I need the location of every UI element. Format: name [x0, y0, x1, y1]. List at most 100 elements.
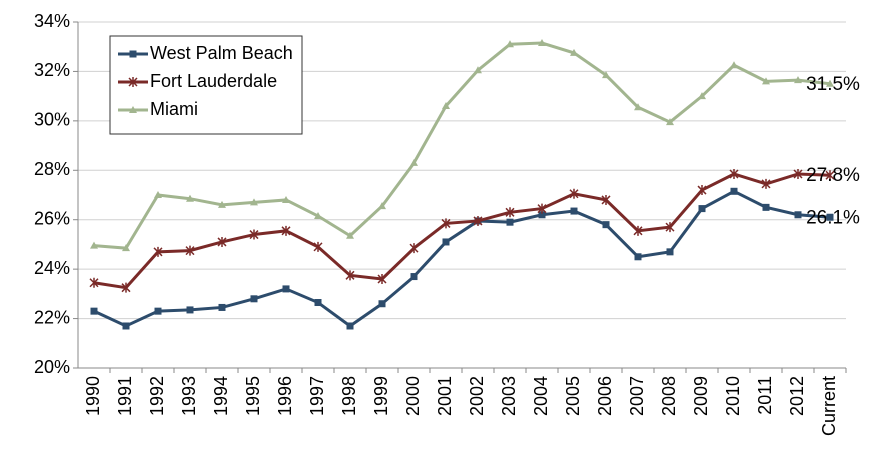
data-point — [538, 211, 546, 219]
data-point — [153, 246, 163, 257]
data-point — [730, 61, 738, 69]
data-point — [281, 225, 291, 236]
data-point — [154, 307, 162, 315]
data-point — [185, 245, 195, 256]
data-point — [314, 299, 322, 307]
data-point — [730, 187, 738, 195]
data-point — [666, 248, 674, 256]
data-point — [89, 277, 99, 288]
data-point — [346, 231, 354, 239]
data-point — [506, 218, 514, 226]
data-point — [729, 168, 739, 179]
legend-label: West Palm Beach — [150, 43, 293, 63]
x-tick-label: 1996 — [275, 376, 295, 416]
data-point — [793, 168, 803, 179]
x-tick-label: 2002 — [467, 376, 487, 416]
legend-label: Miami — [150, 99, 198, 119]
data-point — [538, 39, 546, 47]
data-point — [378, 202, 386, 210]
data-point — [122, 244, 130, 252]
data-point — [762, 203, 770, 211]
series-line — [93, 189, 831, 328]
x-tick-label: 2003 — [499, 376, 519, 416]
legend-box — [109, 35, 303, 135]
x-tick-label: 2011 — [755, 376, 775, 415]
data-point — [345, 270, 355, 281]
data-point — [634, 103, 642, 111]
data-point — [442, 238, 450, 246]
x-tick-label: 2007 — [627, 376, 647, 416]
x-tick-label: 1991 — [115, 376, 135, 416]
x-tick-label: 2000 — [403, 376, 423, 416]
data-point — [409, 243, 419, 254]
data-point — [90, 307, 98, 315]
y-tick-label: 32% — [34, 60, 70, 80]
data-point — [250, 295, 258, 303]
x-tick-label: 1999 — [371, 376, 391, 416]
data-point — [217, 236, 227, 247]
data-label: 26.1% — [806, 207, 860, 228]
data-point — [570, 48, 578, 56]
x-tick-label: 2010 — [723, 376, 743, 416]
series-line — [93, 41, 831, 250]
x-tick-label: 2005 — [563, 376, 583, 416]
x-tick-label: 1993 — [179, 376, 199, 416]
y-tick-label: 34% — [34, 11, 70, 31]
data-point — [825, 170, 835, 181]
data-point — [282, 195, 290, 203]
y-tick-label: 26% — [34, 208, 70, 228]
data-point — [537, 203, 547, 214]
legend-marker — [129, 106, 137, 113]
y-tick-label: 22% — [34, 307, 70, 327]
data-point — [794, 211, 802, 219]
x-tick-label: 1997 — [307, 376, 327, 416]
data-point — [826, 79, 834, 87]
x-tick-label: 1994 — [211, 376, 231, 416]
data-point — [218, 303, 226, 311]
data-point — [697, 185, 707, 196]
data-point — [410, 158, 418, 166]
data-point — [506, 40, 514, 48]
data-point — [794, 76, 802, 84]
y-tick-label: 28% — [34, 159, 70, 179]
x-tick-label: 2008 — [659, 376, 679, 416]
data-point — [282, 285, 290, 293]
data-point — [473, 215, 483, 226]
data-point — [442, 102, 450, 110]
series-line — [93, 172, 831, 290]
data-point — [569, 188, 579, 199]
data-label: 27.8% — [806, 165, 860, 186]
legend-marker — [128, 77, 138, 87]
data-point — [762, 77, 770, 85]
data-point — [601, 194, 611, 205]
data-point — [186, 306, 194, 314]
data-point — [826, 213, 834, 221]
data-point — [250, 198, 258, 206]
x-tick-label: 1995 — [243, 376, 263, 416]
data-point — [441, 218, 451, 229]
data-point — [665, 222, 675, 233]
x-tick-label: 1992 — [147, 376, 167, 416]
x-tick-label: 2001 — [435, 376, 455, 416]
x-tick-label: 2009 — [691, 376, 711, 416]
legend-label: Fort Lauderdale — [150, 71, 277, 91]
data-point — [602, 221, 610, 229]
data-point — [634, 253, 642, 261]
x-tick-label: 2004 — [531, 376, 551, 416]
x-tick-label: 1990 — [83, 376, 103, 416]
data-point — [90, 241, 98, 249]
y-tick-label: 20% — [34, 357, 70, 377]
y-tick-label: 30% — [34, 110, 70, 130]
data-label: 31.5% — [806, 74, 860, 95]
legend-marker — [129, 50, 137, 58]
data-point — [666, 118, 674, 126]
data-point — [346, 322, 354, 330]
data-point — [122, 322, 130, 330]
x-tick-label: 1998 — [339, 376, 359, 416]
data-point — [761, 178, 771, 189]
data-point — [154, 191, 162, 198]
data-point — [186, 194, 194, 202]
data-point — [313, 241, 323, 252]
